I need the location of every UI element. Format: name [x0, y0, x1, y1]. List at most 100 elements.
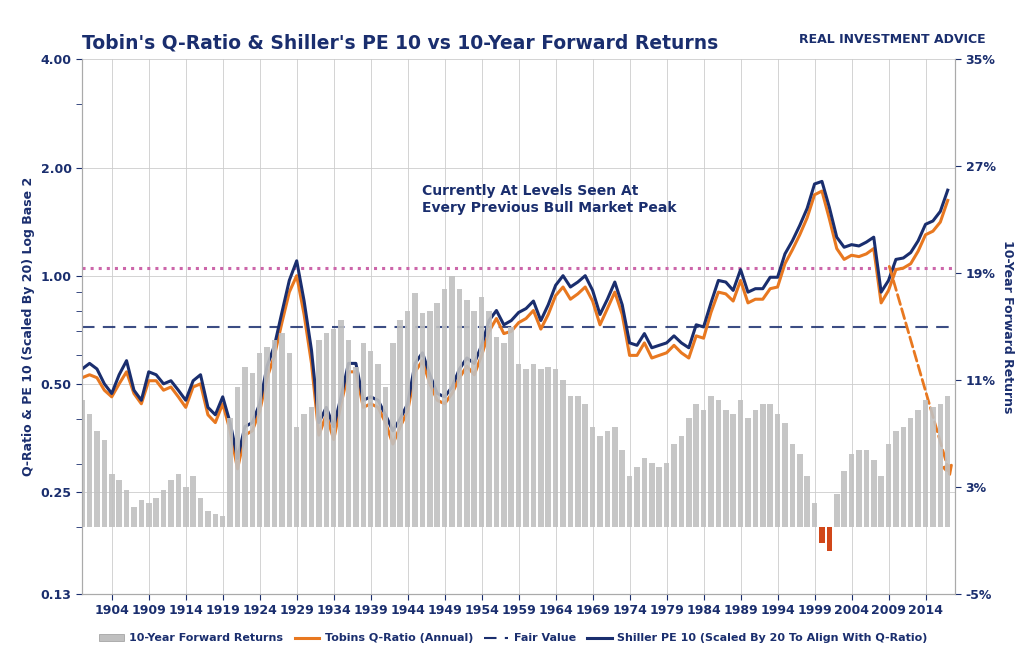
Bar: [375, 364, 381, 527]
Bar: [656, 467, 662, 527]
Bar: [790, 444, 795, 527]
Bar: [575, 396, 580, 527]
Bar: [242, 367, 248, 527]
Bar: [235, 387, 240, 527]
Bar: [279, 333, 284, 527]
Bar: [264, 346, 270, 527]
Bar: [420, 314, 425, 527]
Bar: [908, 418, 913, 527]
Bar: [139, 500, 144, 527]
Bar: [885, 444, 891, 527]
Bar: [353, 367, 358, 527]
Bar: [723, 410, 728, 527]
Bar: [642, 457, 647, 527]
Bar: [568, 396, 573, 527]
Bar: [87, 414, 92, 527]
Bar: [864, 449, 869, 527]
Bar: [686, 418, 691, 527]
Bar: [131, 507, 137, 527]
Bar: [457, 289, 462, 527]
Bar: [449, 276, 455, 527]
Bar: [531, 364, 536, 527]
Bar: [109, 474, 115, 527]
Text: Tobin's Q-Ratio & Shiller's PE 10 vs 10-Year Forward Returns: Tobin's Q-Ratio & Shiller's PE 10 vs 10-…: [82, 33, 719, 52]
Bar: [434, 303, 440, 527]
Bar: [301, 414, 307, 527]
Bar: [397, 320, 403, 527]
Bar: [116, 480, 122, 527]
Bar: [508, 327, 514, 527]
Bar: [783, 423, 788, 527]
Bar: [338, 320, 344, 527]
Bar: [486, 311, 492, 527]
Bar: [324, 333, 329, 527]
Bar: [598, 436, 603, 527]
Bar: [774, 414, 781, 527]
Bar: [841, 471, 847, 527]
Bar: [102, 440, 107, 527]
Bar: [124, 490, 129, 527]
Bar: [190, 477, 196, 527]
Bar: [797, 453, 802, 527]
Y-axis label: 10-Year Forward Returns: 10-Year Forward Returns: [1001, 240, 1014, 413]
Bar: [753, 410, 758, 527]
Bar: [760, 404, 765, 527]
Bar: [205, 511, 211, 527]
Bar: [383, 387, 388, 527]
Bar: [893, 431, 899, 527]
Bar: [501, 343, 506, 527]
Bar: [878, 477, 884, 527]
Bar: [412, 293, 418, 527]
Bar: [316, 340, 321, 527]
Bar: [693, 404, 699, 527]
Bar: [672, 444, 677, 527]
Bar: [561, 380, 566, 527]
Bar: [471, 311, 477, 527]
Bar: [309, 407, 314, 527]
Bar: [700, 410, 707, 527]
Bar: [331, 329, 337, 527]
Bar: [153, 498, 159, 527]
Bar: [709, 396, 714, 527]
Bar: [368, 350, 374, 527]
Bar: [804, 477, 810, 527]
Bar: [516, 364, 522, 527]
Bar: [227, 418, 233, 527]
Bar: [168, 480, 174, 527]
Bar: [494, 337, 499, 527]
Bar: [820, 527, 825, 543]
Bar: [635, 467, 640, 527]
Text: Currently At Levels Seen At
Every Previous Bull Market Peak: Currently At Levels Seen At Every Previo…: [422, 184, 677, 214]
Bar: [176, 474, 181, 527]
Y-axis label: Q-Ratio & PE 10 (Scaled By 20) Log Base 2: Q-Ratio & PE 10 (Scaled By 20) Log Base …: [23, 177, 35, 477]
Bar: [582, 404, 588, 527]
Bar: [545, 367, 551, 527]
Bar: [198, 498, 203, 527]
Bar: [161, 490, 166, 527]
Bar: [746, 418, 751, 527]
Bar: [857, 449, 862, 527]
Bar: [220, 517, 226, 527]
Bar: [427, 311, 432, 527]
Bar: [649, 463, 654, 527]
Bar: [79, 400, 85, 527]
Bar: [848, 453, 854, 527]
Bar: [390, 343, 395, 527]
Bar: [294, 427, 300, 527]
Bar: [360, 343, 366, 527]
Bar: [257, 354, 263, 527]
Bar: [626, 477, 633, 527]
Bar: [479, 297, 485, 527]
Bar: [945, 396, 950, 527]
Bar: [930, 407, 936, 527]
Bar: [146, 503, 152, 527]
Bar: [589, 427, 596, 527]
Bar: [737, 400, 744, 527]
Bar: [619, 449, 625, 527]
Bar: [213, 513, 218, 527]
Bar: [612, 427, 617, 527]
Bar: [679, 436, 684, 527]
Bar: [811, 503, 817, 527]
Bar: [730, 414, 736, 527]
Bar: [524, 370, 529, 527]
